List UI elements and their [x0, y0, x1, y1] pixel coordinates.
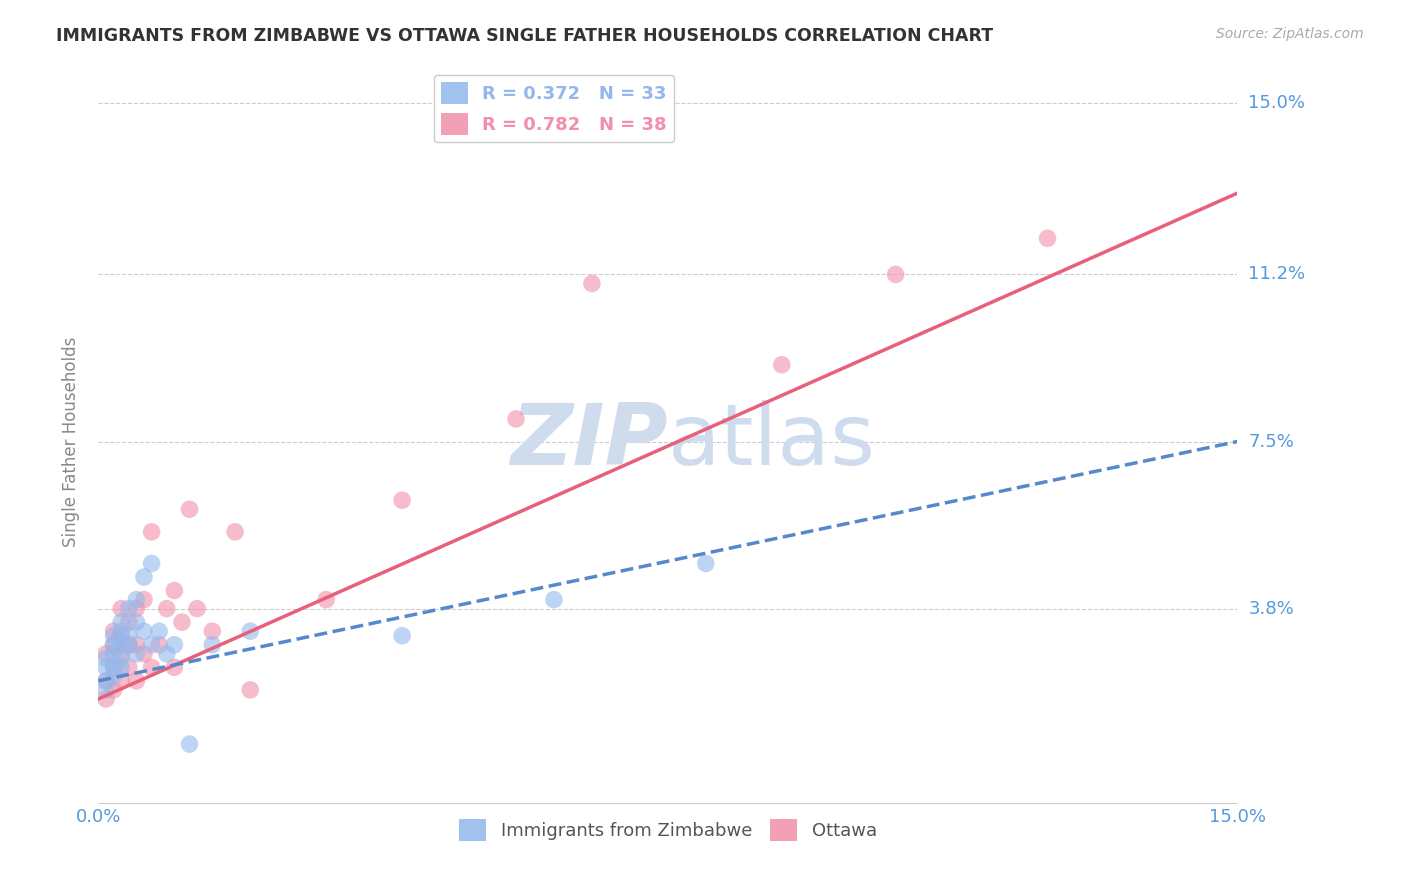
- Point: [110, 660, 132, 674]
- Point: [125, 592, 148, 607]
- Point: [110, 601, 132, 615]
- Point: [505, 412, 527, 426]
- Point: [132, 624, 155, 639]
- Point: [103, 669, 125, 683]
- Point: [118, 601, 141, 615]
- Point: [186, 601, 208, 615]
- Legend: Immigrants from Zimbabwe, Ottawa: Immigrants from Zimbabwe, Ottawa: [451, 812, 884, 848]
- Point: [94, 651, 117, 665]
- Point: [141, 660, 163, 674]
- Point: [770, 358, 793, 372]
- Point: [884, 268, 907, 282]
- Point: [1036, 231, 1059, 245]
- Point: [141, 638, 163, 652]
- Point: [110, 629, 132, 643]
- Point: [315, 592, 337, 607]
- Point: [103, 660, 125, 674]
- Text: atlas: atlas: [668, 400, 876, 483]
- Text: Source: ZipAtlas.com: Source: ZipAtlas.com: [1216, 27, 1364, 41]
- Point: [94, 692, 117, 706]
- Point: [163, 660, 186, 674]
- Text: IMMIGRANTS FROM ZIMBABWE VS OTTAWA SINGLE FATHER HOUSEHOLDS CORRELATION CHART: IMMIGRANTS FROM ZIMBABWE VS OTTAWA SINGL…: [56, 27, 994, 45]
- Text: 11.2%: 11.2%: [1249, 266, 1306, 284]
- Point: [170, 615, 193, 630]
- Point: [148, 624, 170, 639]
- Point: [103, 629, 125, 643]
- Point: [239, 682, 262, 697]
- Point: [94, 673, 117, 688]
- Point: [695, 557, 717, 571]
- Point: [94, 673, 117, 688]
- Y-axis label: Single Father Households: Single Father Households: [62, 336, 80, 547]
- Point: [543, 592, 565, 607]
- Point: [94, 682, 117, 697]
- Point: [179, 502, 201, 516]
- Point: [110, 647, 132, 661]
- Point: [141, 557, 163, 571]
- Point: [103, 638, 125, 652]
- Text: 3.8%: 3.8%: [1249, 599, 1294, 617]
- Point: [224, 524, 246, 539]
- Point: [201, 624, 224, 639]
- Point: [125, 638, 148, 652]
- Point: [103, 624, 125, 639]
- Point: [118, 615, 141, 630]
- Point: [391, 493, 413, 508]
- Point: [125, 601, 148, 615]
- Text: ZIP: ZIP: [510, 400, 668, 483]
- Point: [110, 615, 132, 630]
- Point: [163, 583, 186, 598]
- Point: [103, 660, 125, 674]
- Point: [132, 592, 155, 607]
- Point: [132, 570, 155, 584]
- Point: [94, 660, 117, 674]
- Point: [103, 647, 125, 661]
- Point: [125, 647, 148, 661]
- Point: [103, 682, 125, 697]
- Point: [110, 651, 132, 665]
- Point: [163, 638, 186, 652]
- Point: [156, 601, 179, 615]
- Point: [132, 647, 155, 661]
- Point: [148, 638, 170, 652]
- Point: [118, 629, 141, 643]
- Text: 15.0%: 15.0%: [1249, 94, 1305, 112]
- Point: [110, 638, 132, 652]
- Point: [141, 524, 163, 539]
- Point: [103, 638, 125, 652]
- Point: [125, 673, 148, 688]
- Point: [391, 629, 413, 643]
- Point: [201, 638, 224, 652]
- Point: [156, 647, 179, 661]
- Point: [118, 638, 141, 652]
- Point: [179, 737, 201, 751]
- Point: [110, 673, 132, 688]
- Point: [239, 624, 262, 639]
- Point: [110, 624, 132, 639]
- Point: [118, 638, 141, 652]
- Point: [125, 615, 148, 630]
- Point: [94, 647, 117, 661]
- Point: [118, 660, 141, 674]
- Point: [581, 277, 603, 291]
- Text: 7.5%: 7.5%: [1249, 433, 1295, 450]
